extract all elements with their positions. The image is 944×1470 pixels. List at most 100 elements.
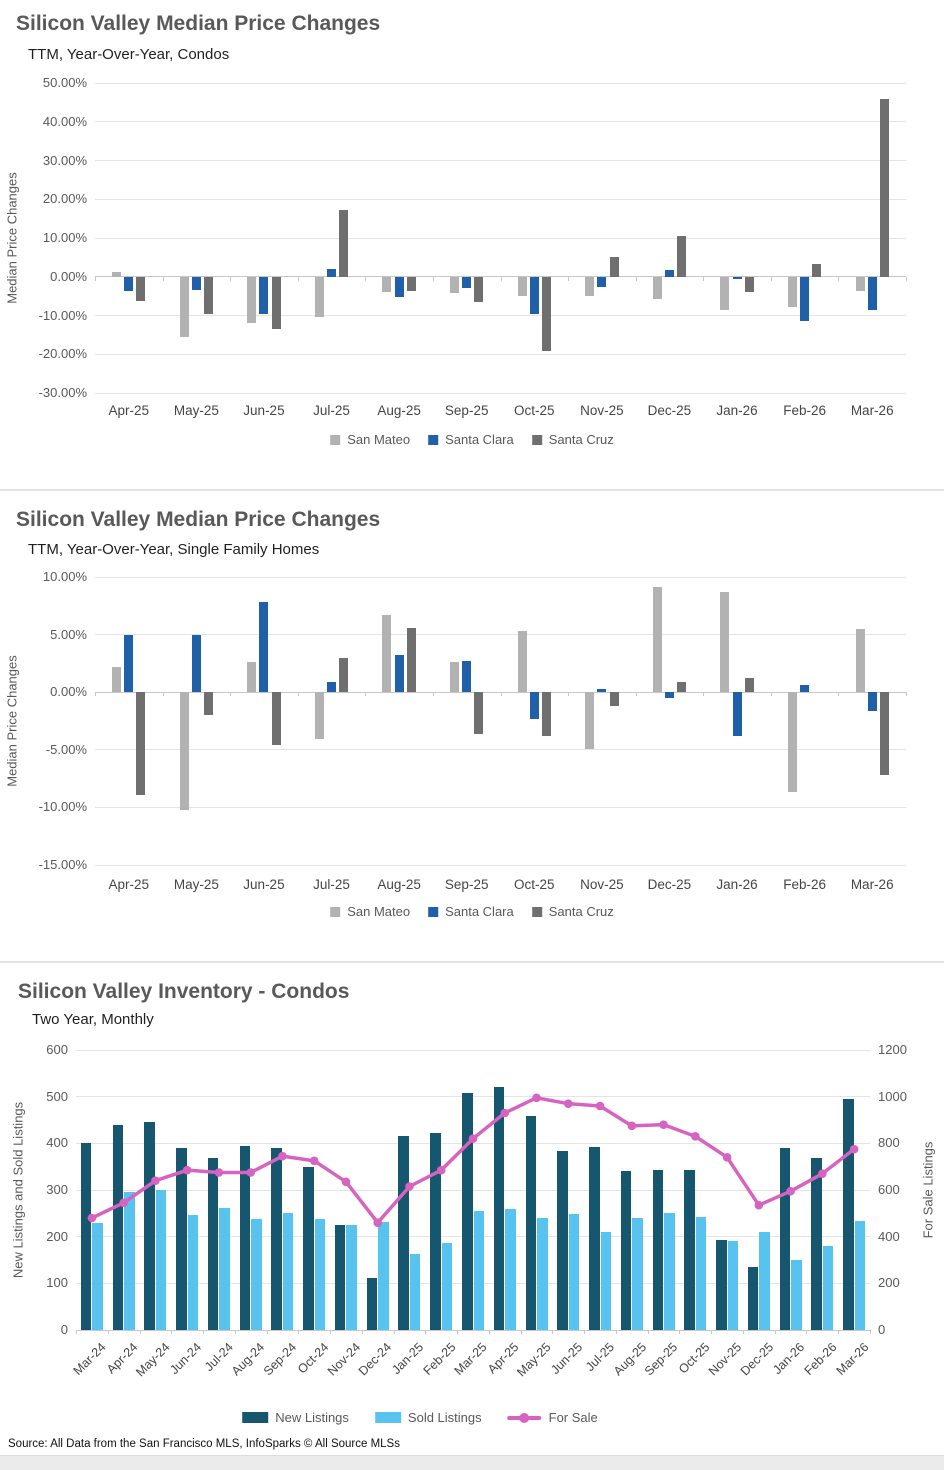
line-marker (246, 1168, 255, 1177)
axis-tick (171, 1330, 173, 1334)
y-tick-label: -5.00% (45, 741, 87, 757)
bar-santa-clara (597, 276, 607, 287)
bar-new-listings (176, 1147, 187, 1330)
x-tick-label: Dec-25 (737, 1340, 776, 1379)
y-tick-label: 5.00% (50, 626, 87, 642)
bar-san-mateo (247, 276, 257, 324)
y-tick-label: 10.00% (42, 569, 87, 584)
bar-santa-cruz (474, 692, 484, 734)
axis-tick (432, 276, 434, 281)
bar-san-mateo (450, 662, 459, 693)
x-tick-label: Sep-25 (642, 1340, 681, 1379)
axis-tick (298, 1330, 300, 1334)
bar-san-mateo (179, 692, 189, 810)
bar-santa-clara (327, 681, 337, 693)
y-tick-label: 0 (878, 1322, 886, 1337)
bar-sold-listings (727, 1240, 739, 1330)
axis-tick (635, 276, 637, 281)
y-tick-label: 0.00% (50, 684, 87, 700)
bar-santa-clara (732, 692, 742, 736)
y-tick-label: 300 (46, 1182, 68, 1197)
axis-tick (297, 692, 299, 697)
bar-santa-clara (124, 634, 134, 693)
legend-swatch-santa-clara (428, 906, 439, 917)
axis-tick (162, 276, 164, 281)
x-tick-label: Jan-26 (716, 877, 758, 892)
x-tick-label: May-25 (173, 403, 219, 418)
x-tick-label: Jul-25 (313, 403, 350, 418)
bar-santa-clara (394, 655, 404, 693)
bar-sold-listings (441, 1243, 453, 1330)
bar-new-listings (366, 1278, 378, 1330)
condos-price-chart-title: Silicon Valley Median Price Changes (16, 12, 381, 35)
legend-label: San Mateo (347, 432, 411, 447)
y-tick-label: 600 (46, 1042, 68, 1057)
legend-line-marker (519, 1412, 530, 1423)
legend-label: Sold Listings (407, 1410, 482, 1425)
axis-tick (679, 1330, 681, 1334)
y-tick-label: -15.00% (38, 857, 87, 872)
x-tick-label: Nov-24 (324, 1340, 363, 1379)
legend-label: San Mateo (347, 904, 411, 919)
bar-new-listings (144, 1122, 155, 1330)
x-tick-label: Feb-26 (783, 403, 826, 418)
bar-santa-cruz (677, 681, 687, 693)
bar-new-listings (430, 1132, 441, 1330)
legend-label: Santa Clara (445, 904, 514, 919)
grid-line (76, 1236, 870, 1238)
line-marker (151, 1176, 160, 1185)
axis-tick (703, 692, 705, 697)
axis-tick (425, 1330, 427, 1334)
bar-new-listings (303, 1166, 314, 1330)
bar-san-mateo (314, 276, 324, 318)
line-marker (722, 1153, 732, 1162)
x-tick-label: Oct-25 (675, 1340, 713, 1377)
line-marker (87, 1213, 97, 1223)
y-tick-label: 10.00% (42, 230, 87, 245)
bar-new-listings (112, 1125, 124, 1330)
bar-san-mateo (855, 276, 865, 291)
y-tick-label: 40.00% (42, 113, 87, 129)
axis-tick (76, 1330, 77, 1334)
grid-line (76, 1189, 870, 1191)
bar-sold-listings (854, 1220, 866, 1330)
x-tick-label: Jun-25 (243, 877, 285, 892)
bar-new-listings (843, 1098, 854, 1330)
bar-santa-cruz (609, 256, 619, 277)
bar-san-mateo (787, 276, 797, 307)
y-tick-label: -10.00% (38, 307, 87, 323)
axis-tick (552, 1330, 554, 1334)
inventory-chart-subtitle: Two Year, Monthly (32, 1011, 154, 1028)
bar-santa-cruz (609, 692, 619, 706)
grid-line (95, 806, 906, 808)
legend-item-san-mateo: San Mateo (330, 904, 410, 919)
x-tick-label: Oct-25 (514, 877, 555, 892)
y-tick-label: 30.00% (42, 152, 87, 168)
bar-sold-listings (632, 1218, 643, 1330)
x-tick-label: Aug-25 (610, 1340, 649, 1379)
bar-santa-clara (259, 602, 269, 693)
bar-santa-cruz (271, 276, 281, 330)
legend-label: New Listings (275, 1410, 349, 1425)
condos-price-chart-subtitle: TTM, Year-Over-Year, Condos (28, 46, 230, 63)
line-marker (373, 1218, 383, 1227)
legend-swatch-santa-cruz (531, 906, 542, 917)
bar-santa-clara (394, 276, 404, 298)
bar-sold-listings (314, 1218, 326, 1330)
bar-sold-listings (378, 1221, 389, 1330)
bar-santa-cruz (879, 98, 889, 277)
axis-tick (500, 276, 502, 281)
bar-san-mateo (314, 692, 324, 740)
bar-sold-listings (505, 1209, 516, 1330)
legend-item-for-sale: For Sale (507, 1410, 598, 1425)
line-marker (849, 1144, 859, 1154)
x-tick-label: Jun-24 (167, 1340, 205, 1377)
bottom-scrollbar-track[interactable] (0, 1455, 944, 1470)
bar-santa-clara (124, 276, 134, 292)
x-tick-label: Feb-26 (783, 877, 826, 892)
bar-sold-listings (409, 1254, 421, 1330)
bar-santa-clara (259, 276, 269, 314)
for-sale-line (87, 1093, 859, 1227)
grid-line (95, 82, 906, 84)
legend: New Listings Sold Listings For Sale (242, 1410, 598, 1425)
